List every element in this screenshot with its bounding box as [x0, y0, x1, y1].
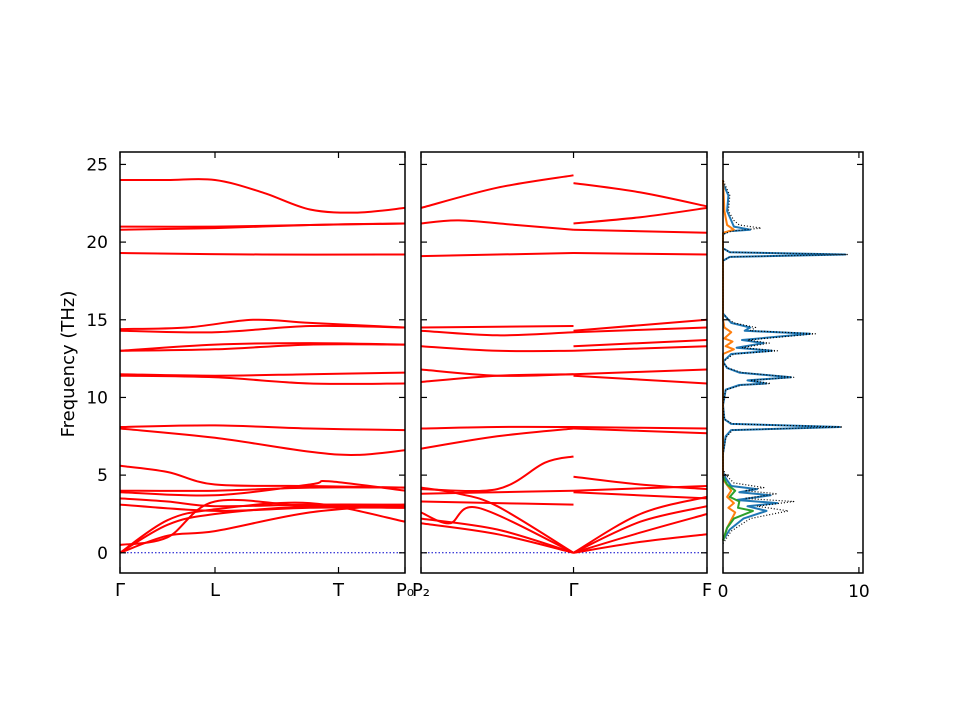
y-tick-label: 10 [86, 388, 108, 408]
phonon-band-2-5 [420, 329, 574, 337]
phonon-band-2-21 [573, 252, 708, 256]
k-point-label: Γ [115, 580, 125, 601]
phonon-band-1-11 [119, 424, 406, 432]
k-point-label: P₀ [396, 580, 414, 601]
phonon-band-2-34 [573, 505, 708, 554]
dos-curve-1 [722, 182, 847, 541]
phonon-band-2-1 [420, 174, 574, 209]
phonon-band-1-3 [119, 222, 406, 231]
phonon-band-1-14 [119, 486, 406, 492]
dos-x-tick-label: 0 [718, 582, 729, 602]
band-panel-2: P₂ Γ F [412, 151, 712, 601]
dos-curve-2 [722, 179, 737, 541]
y-axis-label: Frequency (THz) [58, 291, 79, 438]
phonon-band-2-30 [573, 475, 708, 491]
phonon-band-2-17 [420, 522, 574, 554]
phonon-band-1-15 [119, 480, 406, 497]
phonon-band-2-9 [420, 425, 574, 430]
phonon-band-1-1 [120, 178, 406, 214]
phonon-band-2-2 [420, 219, 574, 231]
phonon-band-2-32 [573, 491, 708, 500]
phonon-band-2-11 [420, 486, 575, 554]
phonon-band-2-8 [420, 373, 574, 383]
dos-panel: 0 10 [718, 151, 870, 602]
dos-curve-3 [722, 476, 754, 541]
phonon-band-2-3 [420, 252, 574, 258]
phonon-band-2-6 [420, 345, 574, 353]
phonon-band-1-8 [119, 343, 406, 352]
k-point-label: L [210, 580, 220, 601]
phonon-band-2-28 [573, 426, 708, 430]
phonon-band-1-12 [119, 427, 406, 456]
phonon-band-1-10 [119, 374, 406, 385]
phonon-band-2-10 [420, 427, 574, 450]
k-point-label: P₂ [412, 580, 430, 601]
phonon-band-1-6 [119, 324, 406, 334]
phonon-band-2-23 [573, 326, 708, 334]
y-tick-label: 25 [86, 155, 108, 175]
phonon-band-2-22 [573, 318, 708, 332]
k-point-label: T [332, 580, 345, 601]
phonon-band-1-9 [119, 371, 406, 377]
phonon-band-2-31 [573, 485, 708, 492]
phonon-band-2-12 [420, 455, 574, 493]
phonon-band-2-20 [573, 228, 708, 234]
phonon-band-1-4 [119, 252, 406, 256]
phonon-band-2-27 [573, 374, 708, 385]
phonon-band-2-18 [573, 182, 708, 208]
phonon-band-1-20 [119, 503, 406, 554]
phonon-band-2-29 [573, 427, 708, 435]
band-panel-1: Γ L T P₀ [115, 151, 414, 601]
band-panel-1-frame [119, 151, 406, 574]
phonon-band-2-14 [420, 500, 574, 506]
phonon-band-2-25 [573, 345, 708, 352]
phonon-band-2-35 [573, 513, 708, 554]
y-tick-label: 5 [97, 466, 108, 486]
band-panel-2-frame [420, 151, 708, 574]
phonon-band-2-19 [573, 206, 708, 225]
y-tick-label: 20 [86, 233, 108, 253]
dos-curve-4 [722, 179, 849, 544]
dos-x-tick-label: 10 [848, 582, 870, 602]
phonon-band-2-4 [420, 325, 574, 329]
k-point-label: F [702, 580, 712, 601]
y-tick-label: 0 [97, 544, 108, 564]
dos-panel-frame [722, 151, 864, 574]
phonon-band-2-16 [420, 517, 574, 554]
phonon-band-1-16 [119, 497, 406, 508]
phonon-band-2-24 [573, 339, 708, 348]
phonon-band-2-26 [573, 368, 708, 376]
phonon-band-2-36 [573, 533, 708, 554]
phonon-band-2-13 [420, 489, 574, 495]
k-point-label: Γ [569, 580, 579, 601]
phonon-band-1-19 [119, 504, 406, 554]
phonon-band-1-21 [119, 498, 406, 546]
phonon-band-1-5 [119, 318, 406, 331]
y-tick-label: 15 [86, 311, 108, 331]
phonon-band-2-33 [572, 495, 708, 554]
